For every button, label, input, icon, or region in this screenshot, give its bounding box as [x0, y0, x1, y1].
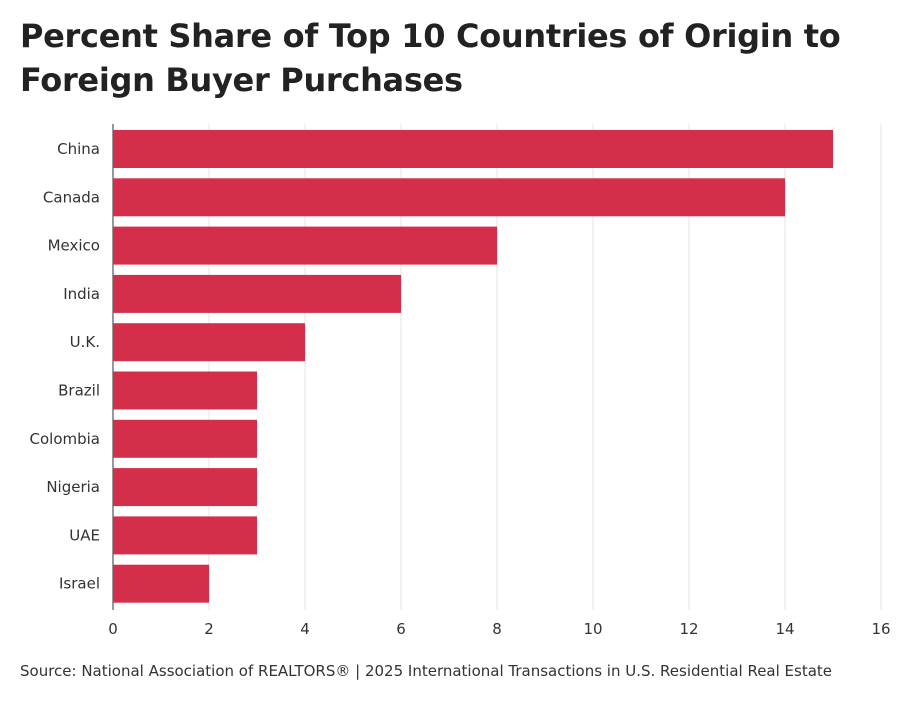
- x-tick-label: 8: [492, 620, 502, 638]
- category-label: Canada: [43, 188, 100, 206]
- bar-mexico: [113, 226, 497, 265]
- category-label: Nigeria: [46, 478, 100, 496]
- source-note: Source: National Association of REALTORS…: [20, 662, 833, 680]
- x-tick-label: 10: [583, 620, 602, 638]
- bar-canada: [113, 178, 785, 217]
- category-label: UAE: [69, 526, 100, 544]
- category-label: Israel: [59, 575, 100, 593]
- category-labels: China Canada Mexico India U.K. Brazil Colombia…: [30, 140, 101, 593]
- bar-u-k: [113, 323, 305, 362]
- category-label: U.K.: [70, 333, 100, 351]
- bar-israel: [113, 564, 209, 603]
- chart-title: Percent Share of Top 10 Countries of Ori…: [20, 17, 841, 99]
- x-tick-label: 0: [108, 620, 118, 638]
- bar-nigeria: [113, 468, 257, 507]
- x-tick-label: 12: [679, 620, 698, 638]
- x-tick-label: 6: [396, 620, 406, 638]
- category-label: Brazil: [58, 382, 100, 400]
- bar-uae: [113, 516, 257, 555]
- category-label: China: [57, 140, 100, 158]
- x-tick-label: 16: [871, 620, 890, 638]
- category-label: India: [63, 285, 100, 303]
- x-tick-labels: 0 2 4 6 8 10 12 14 16: [108, 620, 890, 638]
- x-tick-label: 14: [775, 620, 794, 638]
- bars: [113, 130, 833, 603]
- bar-china: [113, 130, 833, 168]
- x-tick-label: 4: [300, 620, 310, 638]
- bar-colombia: [113, 419, 257, 458]
- x-tick-label: 2: [204, 620, 214, 638]
- bar-india: [113, 274, 401, 313]
- category-label: Colombia: [30, 430, 101, 448]
- category-label: Mexico: [48, 237, 100, 255]
- bar-chart: China Canada Mexico India U.K. Brazil Colombia…: [30, 124, 891, 638]
- bar-brazil: [113, 371, 257, 410]
